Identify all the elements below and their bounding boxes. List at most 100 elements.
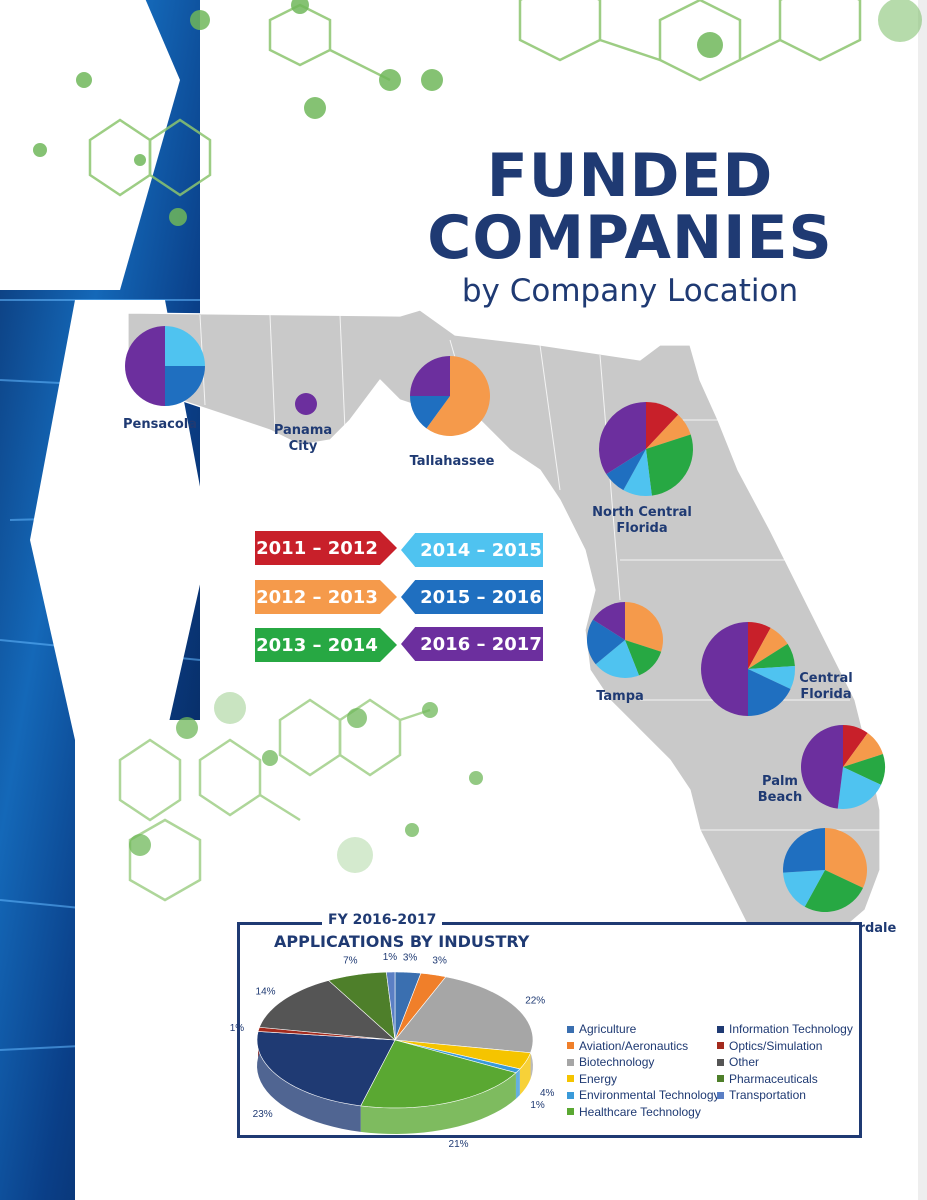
- region-label-ncf: North Central: [592, 505, 692, 520]
- pie-slice-ncf-4: [606, 449, 646, 491]
- legend-2015-2016: 2015 – 2016: [401, 580, 543, 614]
- pie-slice-ncf-5: [599, 402, 646, 475]
- industry-value-label: 4%: [540, 1088, 555, 1099]
- legend-swatch: [567, 1091, 574, 1099]
- industry-legend-item: Information Technology: [717, 1022, 853, 1036]
- legend-item-label: Pharmaceuticals: [729, 1071, 818, 1086]
- legend-swatch: [567, 1108, 574, 1115]
- hexagon-middle: [30, 300, 210, 740]
- industry-slice-pharmaceuticals: [327, 971, 396, 1041]
- legend-label: 2015 – 2016: [420, 586, 542, 608]
- pie-slice-ftl-1: [825, 828, 867, 888]
- pie-slice-tampa-3: [595, 640, 639, 678]
- legend-label: 2012 – 2013: [256, 586, 378, 608]
- legend-item-label: Aviation/Aeronautics: [579, 1038, 689, 1053]
- legend-swatch: [717, 1025, 724, 1033]
- page-subtitle: by Company Location: [461, 273, 799, 309]
- region-label-tallahassee: Tallahassee: [410, 454, 495, 469]
- pie-slice-palm-1: [843, 733, 883, 767]
- industry-value-label: 22%: [525, 996, 545, 1007]
- pie-tampa: [587, 602, 663, 678]
- pie-slice-tallahassee-4: [410, 396, 450, 429]
- pie-slice-tampa-5: [592, 602, 625, 640]
- legend-item-label: Agriculture: [579, 1022, 637, 1036]
- industry-value-label: 7%: [343, 955, 358, 966]
- pie-slice-tampa-4: [587, 619, 625, 665]
- industry-legend-item: Other: [717, 1055, 759, 1069]
- industry-side-4: [515, 1068, 520, 1099]
- pie-slice-pensacola-5: [125, 326, 165, 406]
- pie-slice-central-0: [748, 622, 771, 669]
- legend-swatch: [567, 1075, 574, 1082]
- legend-2013-2014: 2013 – 2014: [255, 628, 397, 662]
- legend-2012-2013: 2012 – 2013: [255, 580, 397, 614]
- industry-value-label: 21%: [449, 1139, 469, 1150]
- industry-legend-item: Transportation: [717, 1088, 806, 1102]
- industry-slice-biotechnology: [394, 976, 534, 1054]
- industry-value-label: 1%: [383, 952, 398, 963]
- region-label-panama: City: [289, 439, 318, 454]
- molecule-dots: [33, 0, 922, 226]
- pie-slice-central-3: [748, 666, 795, 690]
- legend-swatch: [567, 1025, 574, 1033]
- region-label-tampa: Tampa: [596, 689, 644, 704]
- legend-item-label: Biotechnology: [579, 1055, 655, 1069]
- pie-slice-ncf-1: [646, 414, 691, 449]
- legend-swatch: [717, 1075, 724, 1082]
- title-line-2: COMPANIES: [427, 203, 833, 273]
- pie-ncf: [599, 402, 693, 496]
- region-label-palm: Palm: [762, 774, 798, 789]
- industry-value-label: 1%: [230, 1023, 245, 1034]
- pie-palm: [800, 725, 886, 809]
- legend-2016-2017: 2016 – 2017: [401, 627, 543, 661]
- pie-panama: [295, 393, 317, 415]
- legend-label: 2014 – 2015: [420, 539, 542, 561]
- pie-slice-pensacola-4: [165, 366, 205, 406]
- legend-swatch: [717, 1091, 724, 1099]
- legend-item-label: Healthcare Technology: [579, 1104, 701, 1119]
- region-label-palm: Beach: [758, 790, 802, 805]
- industry-legend-item: Pharmaceuticals: [717, 1072, 818, 1086]
- industry-value-label: 14%: [256, 987, 276, 998]
- pie-central: [701, 622, 795, 716]
- industry-side-6: [257, 1031, 361, 1132]
- industry-value-label: 1%: [530, 1100, 545, 1111]
- pie-slice-ncf-2: [646, 434, 693, 496]
- pie-slice-tallahassee-5: [410, 356, 450, 396]
- molecule-middle: [118, 698, 431, 902]
- pie-slice-palm-2: [843, 754, 886, 785]
- pie-slice-tampa-1: [625, 602, 663, 652]
- molecule-middle-dots: [129, 692, 483, 873]
- industry-legend-item: Agriculture: [567, 1022, 636, 1036]
- pie-slice-tampa-2: [625, 640, 662, 676]
- legend-2014-2015: 2014 – 2015: [401, 533, 543, 567]
- industry-legend-item: Optics/Simulation: [717, 1039, 822, 1053]
- industry-slice-energy: [394, 1039, 531, 1070]
- hexagon-lower: [75, 720, 210, 1200]
- legend-2011-2012: 2011 – 2012: [255, 531, 397, 565]
- industry-chart-title: APPLICATIONS BY INDUSTRY: [274, 932, 530, 951]
- industry-legend-item: Healthcare Technology: [567, 1105, 701, 1119]
- pie-slice-central-2: [748, 643, 795, 669]
- right-edge-band: [918, 0, 927, 1200]
- industry-legend-item: Aviation/Aeronautics: [567, 1039, 688, 1053]
- legend-swatch: [717, 1042, 724, 1049]
- industry-slice-information-technology: [256, 1031, 396, 1107]
- pie-slice-central-1: [748, 627, 788, 669]
- industry-legend-item: Biotechnology: [567, 1055, 654, 1069]
- legend-item-label: Transportation: [729, 1088, 806, 1102]
- industry-slice-aviation-aeronautics: [394, 972, 447, 1041]
- pie-ftl: [783, 828, 867, 912]
- region-label-panama: Panama: [274, 423, 332, 438]
- legend-swatch: [717, 1058, 724, 1066]
- title-line-1: FUNDED: [486, 141, 774, 211]
- florida-map-shape: [127, 309, 881, 961]
- legend-swatch: [567, 1058, 574, 1066]
- industry-value-label: 3%: [432, 955, 447, 966]
- industry-value-label: 23%: [253, 1109, 273, 1120]
- legend-label: 2011 – 2012: [256, 537, 378, 559]
- pie-slice-pensacola-3: [165, 326, 205, 366]
- legend-label: 2016 – 2017: [420, 633, 542, 655]
- legend-swatch: [567, 1042, 574, 1049]
